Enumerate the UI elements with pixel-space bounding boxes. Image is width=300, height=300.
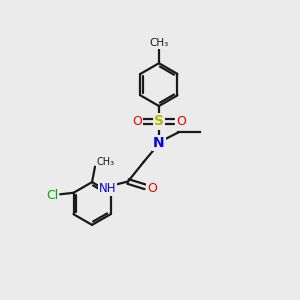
Text: O: O xyxy=(147,182,157,195)
Text: S: S xyxy=(154,115,164,128)
Text: O: O xyxy=(176,115,186,128)
Text: CH₃: CH₃ xyxy=(149,38,169,48)
Text: Cl: Cl xyxy=(46,189,58,202)
Text: N: N xyxy=(153,136,165,150)
Text: O: O xyxy=(132,115,142,128)
Text: CH₃: CH₃ xyxy=(97,157,115,167)
Text: NH: NH xyxy=(98,182,116,195)
